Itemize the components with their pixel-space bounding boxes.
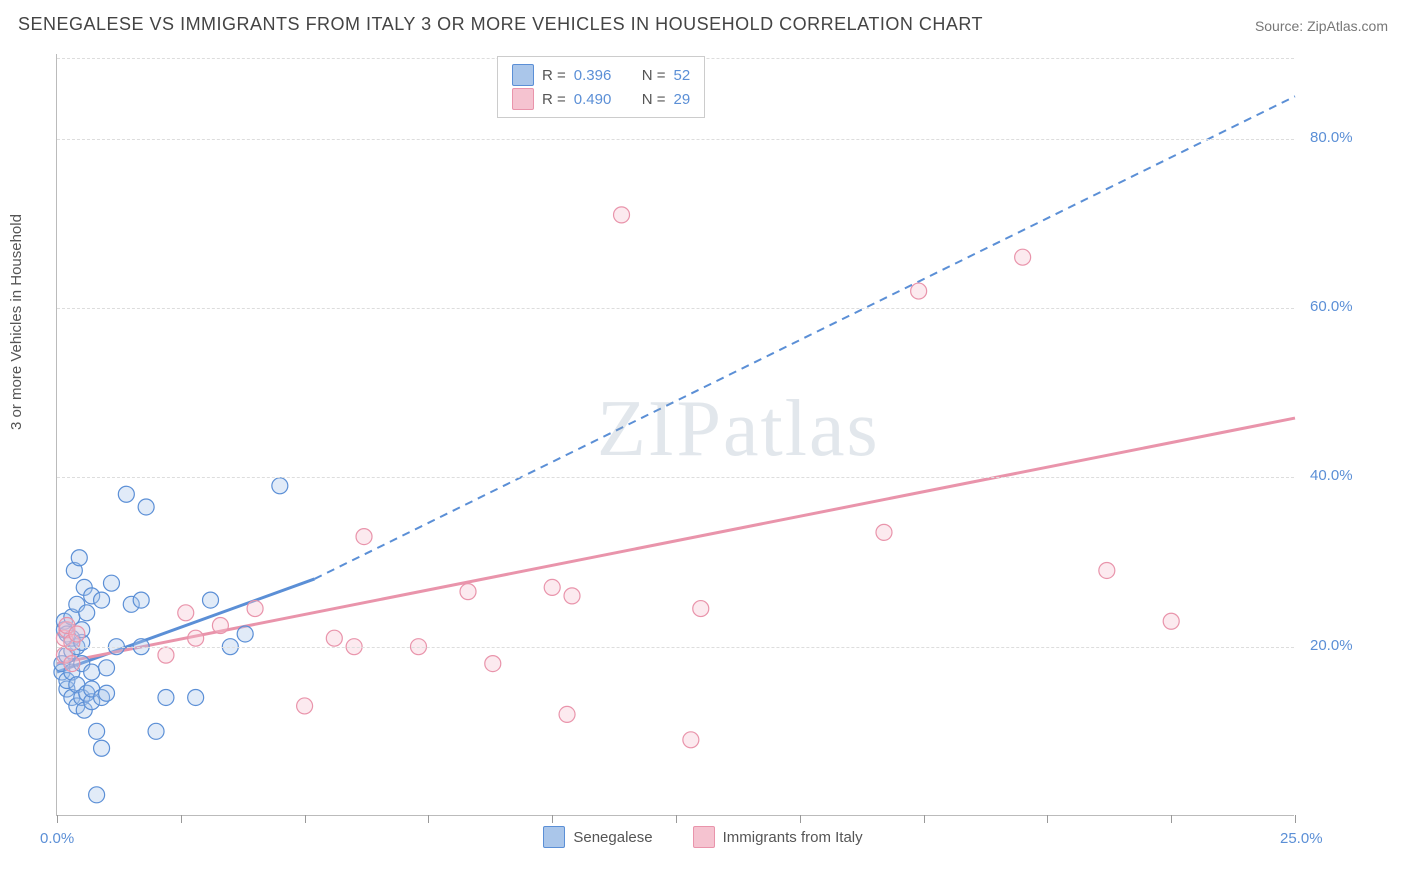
data-point <box>188 630 204 646</box>
legend-r-label: R = <box>542 67 566 84</box>
legend-swatch <box>543 826 565 848</box>
legend-series-label: Senegalese <box>573 829 652 846</box>
trend-line-ext <box>315 96 1295 579</box>
legend-n-value: 52 <box>674 67 691 84</box>
legend-series: Senegalese Immigrants from Italy <box>0 826 1406 848</box>
chart-source: Source: ZipAtlas.com <box>1255 18 1388 34</box>
x-tick-mark <box>57 815 58 823</box>
data-point <box>876 524 892 540</box>
data-point <box>237 626 253 642</box>
data-point <box>1163 613 1179 629</box>
x-tick-mark <box>800 815 801 823</box>
data-point <box>326 630 342 646</box>
data-point <box>84 664 100 680</box>
y-axis-label: 3 or more Vehicles in Household <box>8 214 25 430</box>
legend-r-value: 0.490 <box>574 91 634 108</box>
data-point <box>158 647 174 663</box>
x-tick-mark <box>1171 815 1172 823</box>
legend-swatch <box>693 826 715 848</box>
data-point <box>614 207 630 223</box>
legend-n-value: 29 <box>674 91 691 108</box>
plot-area: R =0.396N =52R =0.490N =29 ZIPatlas <box>56 54 1294 816</box>
x-tick-mark <box>924 815 925 823</box>
grid-line <box>57 477 1294 478</box>
data-point <box>94 740 110 756</box>
legend-series-label: Immigrants from Italy <box>723 829 863 846</box>
data-point <box>69 626 85 642</box>
data-point <box>148 723 164 739</box>
x-tick-mark <box>676 815 677 823</box>
data-point <box>297 698 313 714</box>
y-tick-label: 60.0% <box>1310 298 1353 315</box>
legend-correlation-row: R = 0.396 N = 52 <box>512 63 690 87</box>
grid-line <box>57 647 1294 648</box>
legend-correlation-box: R = 0.396 N = 52 R = 0.490 N = 29 <box>497 56 705 118</box>
legend-series-item: Senegalese <box>543 826 652 848</box>
legend-correlation-row: R = 0.490 N = 29 <box>512 87 690 111</box>
x-tick-mark <box>552 815 553 823</box>
data-point <box>103 575 119 591</box>
data-point <box>71 550 87 566</box>
data-point <box>99 660 115 676</box>
chart-title: SENEGALESE VS IMMIGRANTS FROM ITALY 3 OR… <box>18 14 983 35</box>
x-tick-mark <box>1047 815 1048 823</box>
y-tick-label: 80.0% <box>1310 129 1353 146</box>
data-point <box>272 478 288 494</box>
data-point <box>564 588 580 604</box>
legend-n-label: N = <box>642 91 666 108</box>
legend-swatch <box>512 64 534 86</box>
legend-r-value: 0.396 <box>574 67 634 84</box>
data-point <box>911 283 927 299</box>
data-point <box>693 601 709 617</box>
data-point <box>188 689 204 705</box>
legend-swatch <box>512 88 534 110</box>
data-point <box>203 592 219 608</box>
y-tick-label: 20.0% <box>1310 637 1353 654</box>
data-point <box>247 601 263 617</box>
data-point <box>544 579 560 595</box>
x-tick-mark <box>1295 815 1296 823</box>
data-point <box>89 723 105 739</box>
grid-line <box>57 139 1294 140</box>
data-point <box>79 605 95 621</box>
data-point <box>99 685 115 701</box>
legend-series-item: Immigrants from Italy <box>693 826 863 848</box>
data-point <box>1099 562 1115 578</box>
legend-r-label: R = <box>542 91 566 108</box>
data-point <box>212 618 228 634</box>
data-point <box>133 592 149 608</box>
data-point <box>158 689 174 705</box>
data-point <box>178 605 194 621</box>
data-point <box>89 787 105 803</box>
data-point <box>64 656 80 672</box>
data-point <box>118 486 134 502</box>
data-point <box>1015 249 1031 265</box>
data-point <box>683 732 699 748</box>
x-tick-mark <box>181 815 182 823</box>
x-tick-mark <box>305 815 306 823</box>
data-point <box>485 656 501 672</box>
x-tick-mark <box>428 815 429 823</box>
data-point <box>94 592 110 608</box>
y-tick-label: 40.0% <box>1310 467 1353 484</box>
data-point <box>138 499 154 515</box>
data-point <box>559 706 575 722</box>
chart-svg <box>57 54 1294 815</box>
data-point <box>356 529 372 545</box>
data-point <box>460 584 476 600</box>
grid-line <box>57 308 1294 309</box>
legend-n-label: N = <box>642 67 666 84</box>
